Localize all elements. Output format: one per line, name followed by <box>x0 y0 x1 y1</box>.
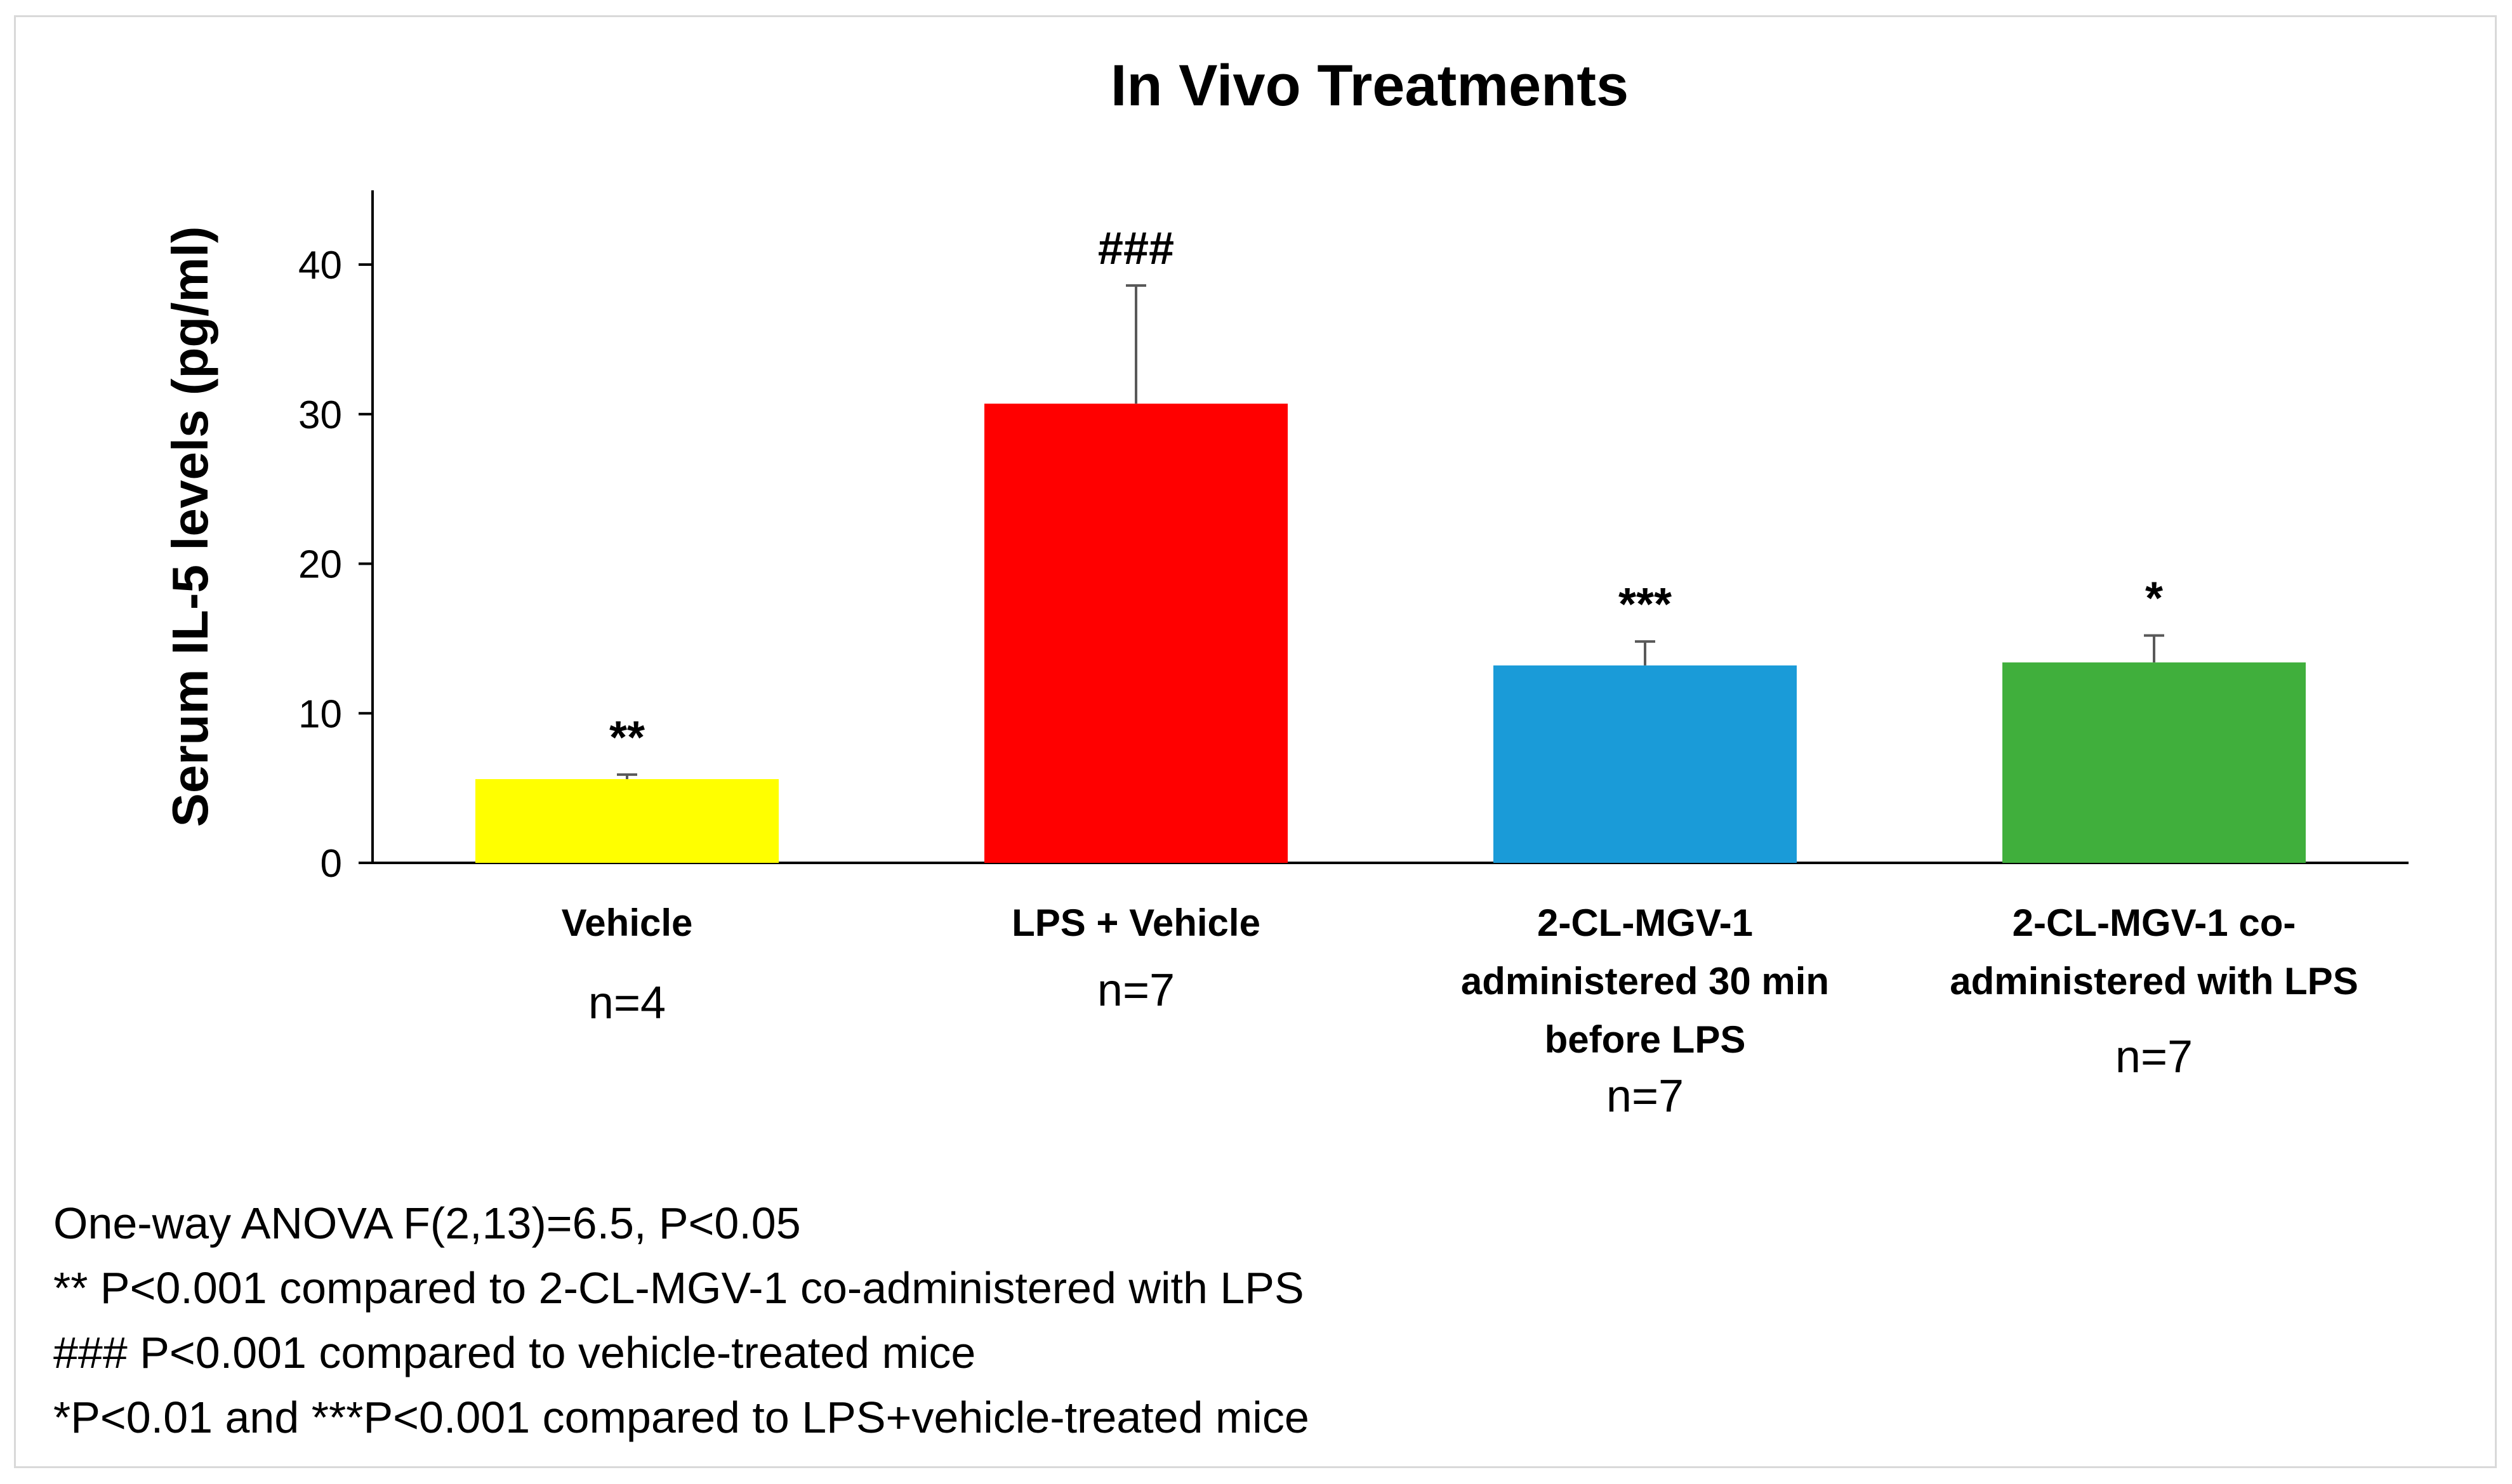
y-tick-label: 30 <box>298 393 342 437</box>
category-label: administered 30 min <box>1461 960 1829 1002</box>
significance-marker: * <box>2145 574 2163 624</box>
category-labels: Vehicle n=4 LPS + Vehicle n=7 2-CL-MGV-1 admi… <box>562 902 2358 1122</box>
sample-size-label: n=7 <box>2115 1032 2193 1082</box>
chart-title: In Vivo Treatments <box>1111 53 1629 118</box>
significance-marker: *** <box>1618 579 1672 630</box>
bar <box>475 778 779 863</box>
category-label: 2-CL-MGV-1 <box>1537 902 1753 944</box>
category-label: 2-CL-MGV-1 co- <box>2013 902 2296 944</box>
y-tick-label: 40 <box>298 244 342 287</box>
category-label: before LPS <box>1545 1018 1746 1061</box>
sample-size-label: n=7 <box>1097 965 1175 1016</box>
y-tick-label: 20 <box>298 543 342 587</box>
significance-marker: ### <box>1098 223 1174 274</box>
footnote-line: *P<0.01 and ***P<0.001 compared to LPS+v… <box>53 1393 1309 1442</box>
significance-marker: ** <box>609 712 645 763</box>
bar <box>984 404 1288 863</box>
footnote-line: ** P<0.001 compared to 2-CL-MGV-1 co-adm… <box>53 1263 1304 1313</box>
footnotes: One-way ANOVA F(2,13)=6.5, P<0.05 ** P<0.… <box>53 1198 1309 1442</box>
category-label: Vehicle <box>562 902 693 944</box>
y-tick-label: 10 <box>298 692 342 736</box>
y-axis-label: Serum IL-5 levels (pg/ml) <box>162 227 218 827</box>
bar <box>1493 665 1797 863</box>
category-label: LPS + Vehicle <box>1012 902 1260 944</box>
bar <box>2002 662 2306 863</box>
y-tick-label: 0 <box>321 842 342 886</box>
bars-group: **###*** * <box>475 223 2306 863</box>
sample-size-label: n=4 <box>588 978 666 1028</box>
footnote-line: One-way ANOVA F(2,13)=6.5, P<0.05 <box>53 1198 801 1248</box>
category-label: administered with LPS <box>1950 960 2358 1002</box>
footnote-line: ### P<0.001 compared to vehicle-treated … <box>53 1328 975 1377</box>
sample-size-label: n=7 <box>1606 1071 1684 1122</box>
